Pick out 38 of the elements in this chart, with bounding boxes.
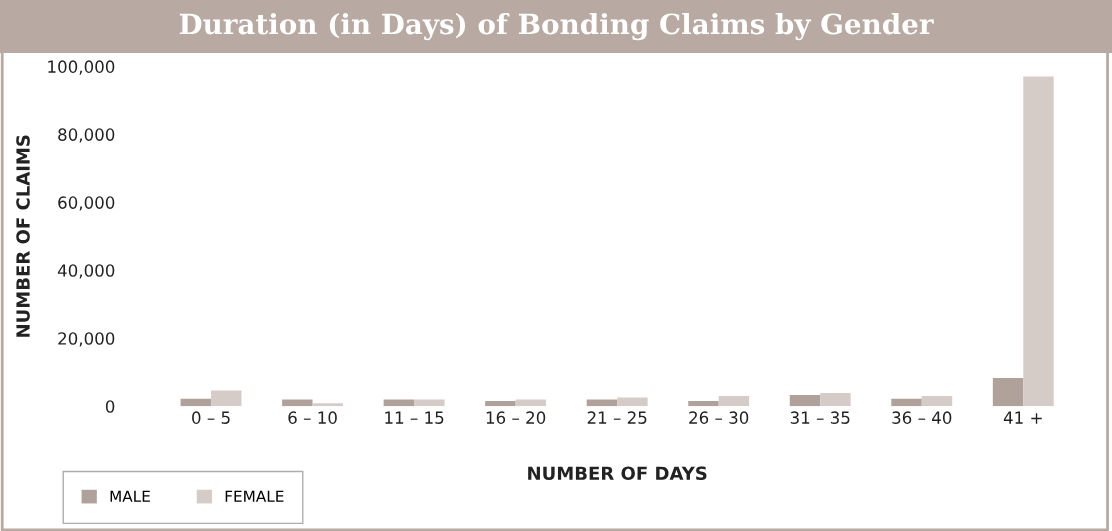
bar xyxy=(617,397,648,407)
bar xyxy=(688,401,719,407)
y-tick-label: 80,000 xyxy=(58,128,115,143)
y-tick-label: 20,000 xyxy=(58,332,115,347)
bar xyxy=(718,396,750,407)
x-tick-label: 11 – 15 xyxy=(385,411,444,424)
x-tick-label: 6 – 10 xyxy=(288,411,337,424)
bar xyxy=(414,399,445,407)
x-tick-label: 21 – 25 xyxy=(587,411,647,424)
bar xyxy=(586,399,618,407)
x-tick-label: 41 + xyxy=(1003,411,1042,424)
bar xyxy=(383,399,415,407)
legend-label: MALE xyxy=(110,490,150,502)
y-tick-label: 40,000 xyxy=(57,264,115,279)
x-tick-label: 16 – 20 xyxy=(486,411,546,424)
bar xyxy=(789,395,821,407)
legend-label: FEMALE xyxy=(225,490,284,502)
y-tick-label: 100,000 xyxy=(48,60,115,75)
bar xyxy=(211,390,242,407)
bar xyxy=(820,392,851,407)
y-tick-label: 0 xyxy=(105,400,115,413)
bar xyxy=(485,401,516,407)
x-tick-label: 26 – 30 xyxy=(689,411,749,424)
x-tick-label: 36 – 40 xyxy=(892,411,952,424)
y-tick-label: 60,000 xyxy=(58,196,115,211)
bar xyxy=(891,398,922,407)
bar xyxy=(1023,76,1054,407)
bar xyxy=(515,399,547,407)
y-axis-title: NUMBER OF CLAIMS xyxy=(16,135,30,337)
bar xyxy=(992,378,1024,407)
bar xyxy=(180,398,212,407)
x-tick-label: 0 – 5 xyxy=(192,411,230,424)
x-tick-label: 31 – 35 xyxy=(790,411,850,424)
bar xyxy=(921,396,953,407)
bar xyxy=(312,403,344,407)
bar xyxy=(282,399,313,407)
chart-title: Duration (in Days) of Bonding Claims by Gender xyxy=(179,12,934,41)
x-axis-title: NUMBER OF DAYS xyxy=(528,466,707,481)
